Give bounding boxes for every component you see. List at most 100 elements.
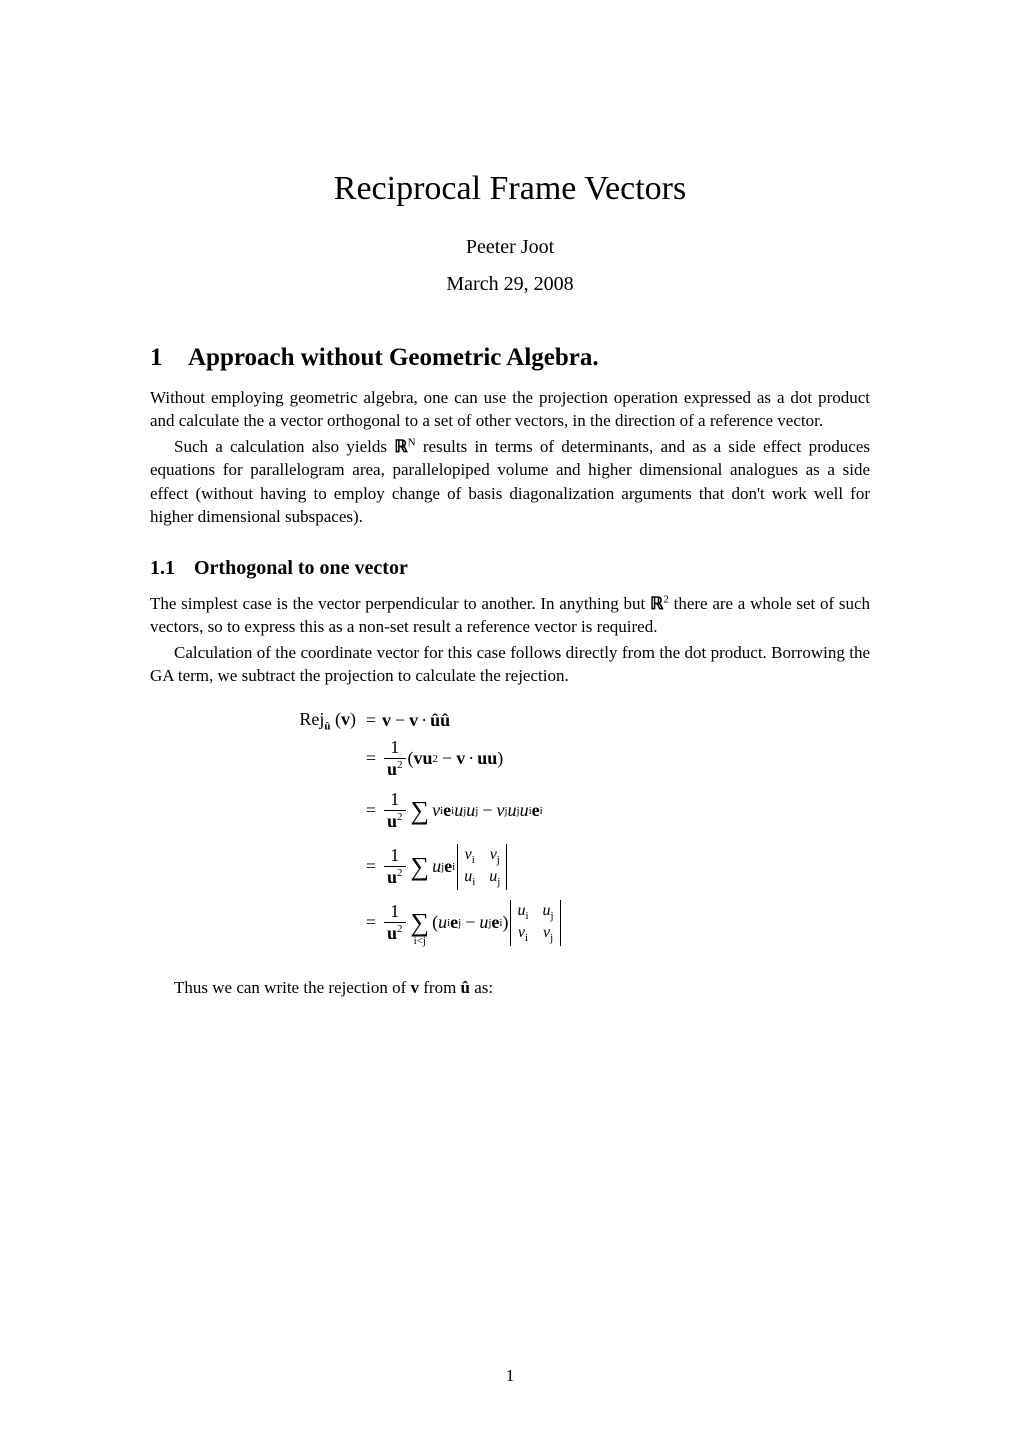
math-vector-u-hat: û [430,711,440,731]
det-grid: ui uj vi vj [511,900,559,947]
equation-line-1: Rejvû (v) = v − v · ûû [280,710,870,733]
math-var: v [490,846,497,863]
equals-sign: = [360,711,382,731]
math-text: uu [477,749,497,769]
math-numerator: 1 [387,738,402,758]
math-exponent: 2 [397,811,403,823]
math-sub: i [525,932,528,944]
det-cell: vj [543,924,554,944]
equals-sign: = [360,749,382,769]
math-basis-e: e [491,913,499,933]
equals-sign: = [360,913,382,933]
math-denominator: u2 [384,922,406,944]
math-sub: j [551,910,554,922]
math-var: u [466,801,475,821]
sum-symbol: ∑ [411,786,430,836]
det-bar [560,900,561,947]
paragraph: Such a calculation also yields ℝN result… [150,435,870,529]
math-text: û [324,720,330,732]
math-sub: i [525,910,528,922]
math-minus: − [442,749,452,769]
math-sub: i [540,805,543,817]
math-sub: j [497,854,500,866]
sum-limit: i<j [414,936,426,948]
subsection-number: 1.1 [150,557,194,580]
math-vector-u: u [387,867,397,887]
math-vector-u-hat: û [461,978,470,997]
subsection-title: Orthogonal to one vector [194,557,408,579]
math-basis-e: e [450,913,458,933]
math-var: u [508,801,517,821]
math-sub: j [497,876,500,888]
equation-rhs: 1 u2 ∑ vieiujuj − vjujuiei [382,786,543,836]
math-symbol-R: ℝ [650,594,663,613]
math-var: u [520,801,529,821]
math-var: u [464,868,472,885]
math-var: v [465,846,472,863]
math-var: v [432,801,440,821]
math-vector-u-hat: û [440,711,450,731]
equation-lhs: Rejvû (v) [280,710,360,733]
math-denominator: u2 [384,810,406,832]
math-vector-v: v [409,711,418,731]
det-cell: vi [517,924,528,944]
subsection-heading: 1.1Orthogonal to one vector [150,557,870,580]
equation-line-4: = 1 u2 ∑ ujei vi vj ui uj [280,842,870,892]
equation-rhs: 1 u2 (vu2 − v · uu) [382,738,503,780]
det-cell: ui [517,902,528,922]
equals-sign: = [360,801,382,821]
math-basis-e: e [532,801,540,821]
math-numerator: 1 [387,902,402,922]
math-exponent: 2 [397,759,403,771]
math-denominator: u2 [384,866,406,888]
document-title: Reciprocal Frame Vectors [150,170,870,208]
math-exponent: 2 [433,753,439,765]
equation-rhs: v − v · ûû [382,711,450,731]
math-var: u [438,913,447,933]
math-var: v [518,924,525,941]
math-var: u [543,902,551,919]
math-exponent: N [408,436,416,448]
math-dot: · [421,711,427,731]
text-run: Such a calculation also yields [174,437,394,456]
section-number: 1 [150,344,188,372]
math-minus: − [465,913,475,933]
math-var: u [432,857,441,877]
math-var: u [454,801,463,821]
math-sub: vû [324,720,330,732]
det-cell: vj [489,846,500,866]
math-basis-e: e [444,857,452,877]
math-symbol-R: ℝ [394,437,407,456]
math-sub: j [475,805,478,817]
math-sub: i [472,876,475,888]
paragraph: The simplest case is the vector perpendi… [150,592,870,639]
section-heading-1: 1Approach without Geometric Algebra. [150,344,870,372]
equation-line-5: = 1 u2 ∑i<j (uiej − ujei) ui uj vi vj [280,898,870,948]
det-cell: ui [464,868,475,888]
equation-line-2: = 1 u2 (vu2 − v · uu) [280,738,870,780]
math-text: vu [414,749,433,769]
equation-rhs: 1 u2 ∑ ujei vi vj ui uj [382,842,509,892]
math-vector-v: v [456,749,465,769]
math-vector-u: u [387,923,397,943]
math-exponent: 2 [397,923,403,935]
section-title: Approach without Geometric Algebra. [188,344,599,371]
equals-sign: = [360,857,382,877]
math-fraction: 1 u2 [384,902,406,944]
math-paren: ) [497,749,503,769]
sum-symbol: ∑ [411,842,430,892]
sum-symbol: ∑i<j [411,898,430,948]
math-vector-v: v [382,711,391,731]
page-number: 1 [0,1366,1020,1386]
math-text: Rej [299,709,324,729]
math-dot: · [468,749,474,769]
math-sub: i [452,861,455,873]
equation-block: Rejvû (v) = v − v · ûû = 1 u2 (vu2 − [280,710,870,948]
text-run: as: [470,978,493,997]
page: Reciprocal Frame Vectors Peeter Joot Mar… [0,0,1020,1442]
math-var: u [479,913,488,933]
text-run: from [419,978,461,997]
math-fraction: 1 u2 [384,790,406,832]
math-determinant: vi vj ui uj [457,844,507,891]
det-cell: uj [543,902,554,922]
